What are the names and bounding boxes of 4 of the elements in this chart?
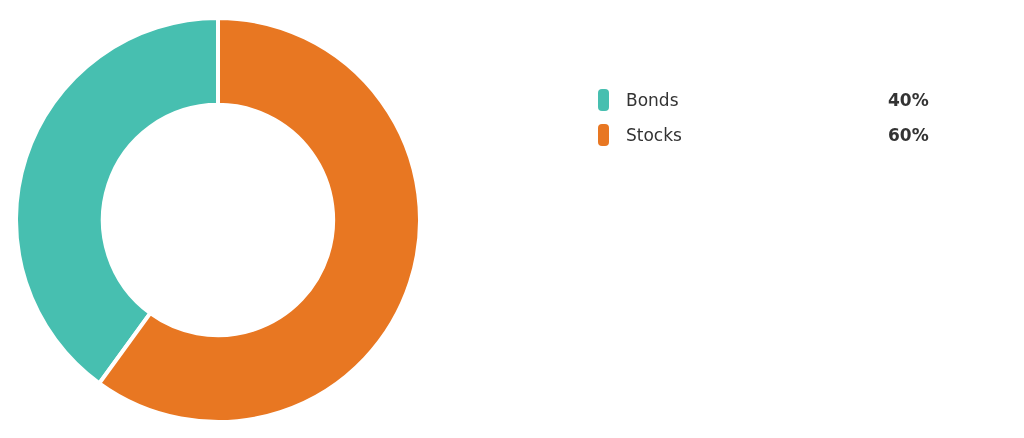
data-label: 40% [888,89,930,110]
legend-label: Stocks [626,124,683,145]
data-label: 60% [888,124,930,145]
legend-label: Bonds [626,89,680,110]
